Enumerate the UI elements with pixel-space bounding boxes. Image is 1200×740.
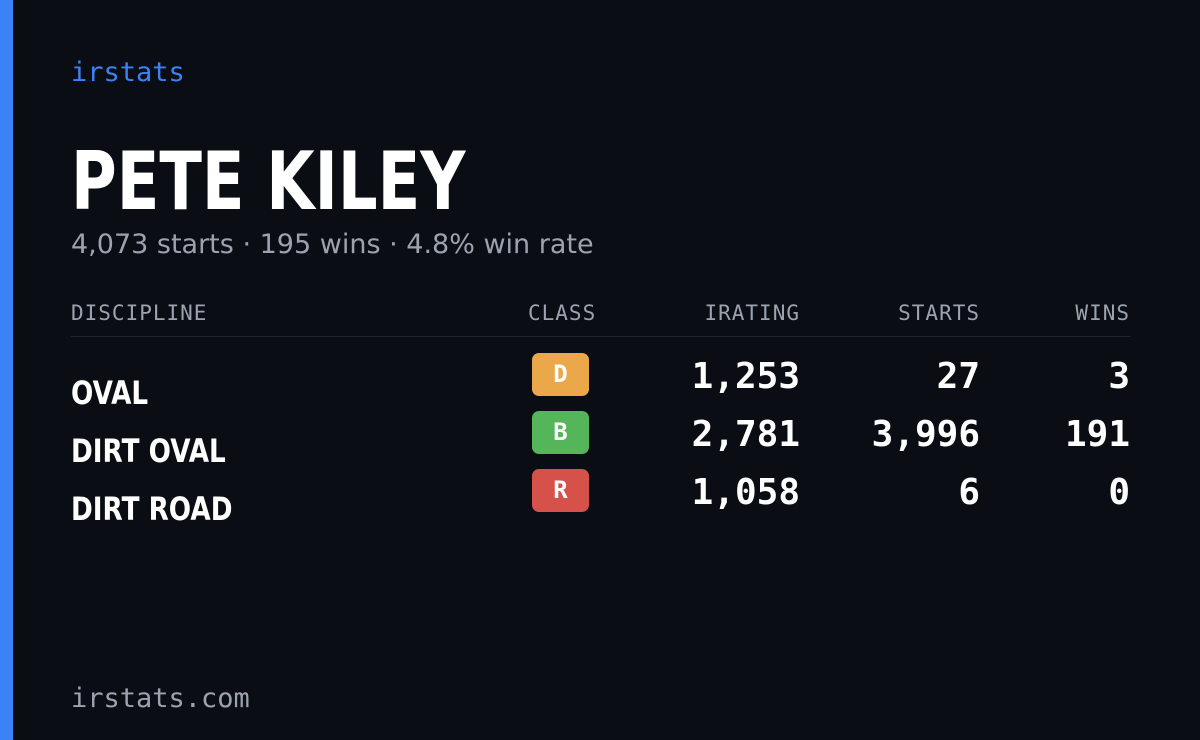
header-irating: IRATING <box>704 301 800 325</box>
discipline-name: DIRT OVAL <box>71 432 226 470</box>
header-discipline: DISCIPLINE <box>71 301 208 325</box>
accent-bar <box>0 0 13 740</box>
header-starts: STARTS <box>898 301 980 325</box>
separator: · <box>389 229 398 260</box>
header-class: CLASS <box>528 301 597 325</box>
player-name: PETE KILEY <box>71 135 466 228</box>
starts-value: 6 <box>958 472 980 513</box>
win-rate-summary: 4.8% win rate <box>406 229 594 260</box>
table-row: DIRT OVAL B 2,781 3,996 191 <box>71 411 1131 470</box>
table-row: DIRT ROAD R 1,058 6 0 <box>71 469 1131 528</box>
irating-value: 1,253 <box>691 356 800 397</box>
irating-value: 2,781 <box>691 414 800 455</box>
starts-value: 27 <box>936 356 980 397</box>
class-badge: R <box>532 469 589 512</box>
footer-url[interactable]: irstats.com <box>71 683 250 714</box>
wins-value: 0 <box>1108 472 1130 513</box>
class-badge: D <box>532 353 589 396</box>
table-header: DISCIPLINE CLASS IRATING STARTS WINS <box>71 296 1131 337</box>
player-summary: 4,073 starts · 195 wins · 4.8% win rate <box>71 228 594 262</box>
wins-summary: 195 wins <box>259 229 381 260</box>
stats-table: DISCIPLINE CLASS IRATING STARTS WINS OVA… <box>71 296 1131 528</box>
wins-value: 191 <box>1064 414 1130 455</box>
brand-logo: irstats <box>71 57 185 88</box>
table-row: OVAL D 1,253 27 3 <box>71 353 1131 412</box>
wins-value: 3 <box>1108 356 1130 397</box>
discipline-name: DIRT ROAD <box>71 490 233 528</box>
header-wins: WINS <box>1075 301 1130 325</box>
starts-summary: 4,073 starts <box>71 229 234 260</box>
table-body: OVAL D 1,253 27 3 DIRT OVAL B 2,781 3,99… <box>71 353 1131 528</box>
irating-value: 1,058 <box>691 472 800 513</box>
class-badge: B <box>532 411 589 454</box>
separator: · <box>242 229 252 260</box>
starts-value: 3,996 <box>871 414 980 455</box>
discipline-name: OVAL <box>71 374 149 412</box>
